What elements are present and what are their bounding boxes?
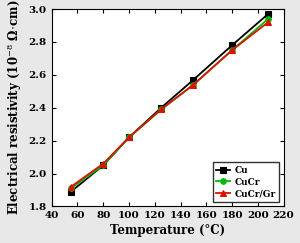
CuCr/Gr — [266, 21, 270, 24]
CuCr — [127, 136, 131, 139]
Line: CuCr: CuCr — [68, 16, 271, 191]
CuCr/Gr — [69, 185, 73, 188]
CuCr/Gr — [127, 136, 131, 139]
Y-axis label: Electrical resistivity (10$^{-8}$ $\mathregular{\Omega}$$\cdot$cm): Electrical resistivity (10$^{-8}$ $\math… — [6, 0, 25, 216]
Line: CuCr/Gr: CuCr/Gr — [68, 19, 271, 190]
Cu — [127, 136, 131, 139]
CuCr — [266, 17, 270, 20]
Cu — [159, 106, 163, 109]
CuCr/Gr — [192, 83, 195, 86]
X-axis label: Temperature (°C): Temperature (°C) — [110, 225, 225, 237]
Cu — [69, 190, 73, 193]
Legend: Cu, CuCr, CuCr/Gr: Cu, CuCr, CuCr/Gr — [212, 162, 279, 202]
CuCr/Gr — [159, 108, 163, 111]
Cu — [192, 78, 195, 81]
CuCr — [69, 187, 73, 190]
CuCr — [192, 83, 195, 86]
Line: Cu: Cu — [68, 11, 271, 194]
CuCr — [159, 108, 163, 111]
Cu — [230, 44, 234, 47]
CuCr/Gr — [230, 49, 234, 52]
Cu — [266, 13, 270, 16]
CuCr — [230, 49, 234, 52]
Cu — [101, 164, 105, 167]
CuCr/Gr — [101, 162, 105, 165]
CuCr — [101, 164, 105, 167]
